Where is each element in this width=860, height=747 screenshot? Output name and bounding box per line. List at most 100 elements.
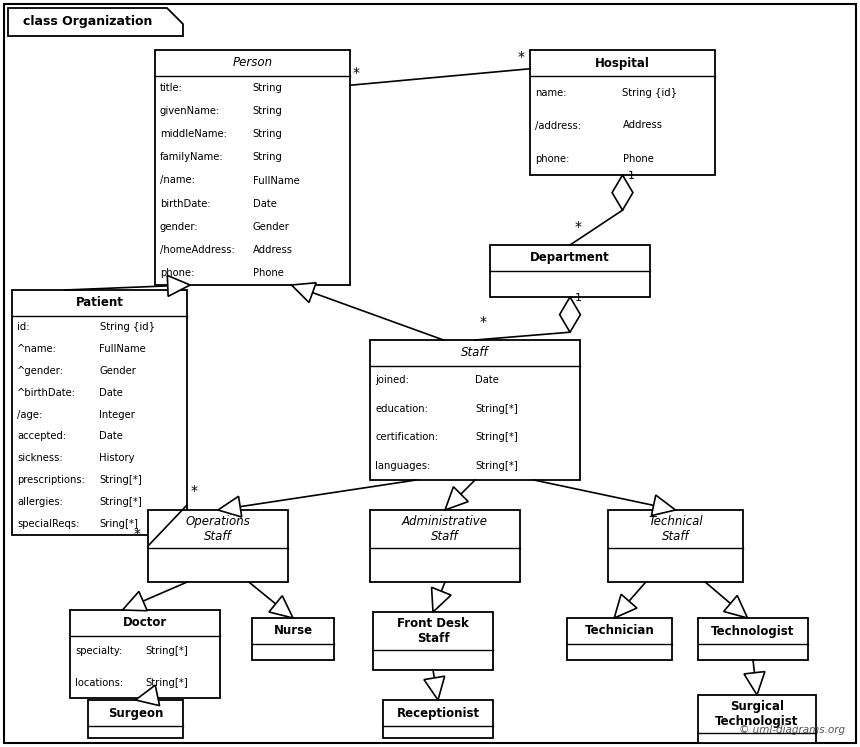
Text: languages:: languages: [375,461,430,471]
Text: /address:: /address: [535,120,581,131]
Text: History: History [100,453,135,463]
Text: Address: Address [623,120,662,131]
Text: education:: education: [375,403,428,414]
Text: 1: 1 [575,293,582,303]
Polygon shape [269,595,293,618]
FancyBboxPatch shape [12,290,187,535]
Polygon shape [445,487,468,510]
FancyBboxPatch shape [698,695,816,743]
Polygon shape [560,297,580,332]
Text: *: * [518,50,525,63]
FancyBboxPatch shape [148,510,288,582]
FancyBboxPatch shape [383,700,493,738]
Text: String: String [253,106,282,116]
Text: String[*]: String[*] [100,475,142,486]
Text: allergies:: allergies: [17,498,63,507]
Text: prescriptions:: prescriptions: [17,475,85,486]
Text: birthDate:: birthDate: [160,199,211,208]
Text: phone:: phone: [535,153,569,164]
Text: *: * [575,220,582,234]
Text: String[*]: String[*] [475,403,518,414]
Text: Doctor: Doctor [123,616,167,630]
Text: String[*]: String[*] [100,498,142,507]
Text: title:: title: [160,83,183,93]
Text: Date: Date [253,199,276,208]
Text: Department: Department [530,252,610,264]
Text: *: * [134,527,141,541]
Text: FullName: FullName [100,344,146,354]
Text: Sring[*]: Sring[*] [100,519,138,529]
Text: FullName: FullName [253,176,299,185]
Polygon shape [744,672,765,695]
Text: Gender: Gender [253,222,289,232]
Text: Nurse: Nurse [273,624,312,637]
Polygon shape [612,175,633,210]
Polygon shape [614,594,637,618]
Text: String[*]: String[*] [145,646,187,657]
Text: id:: id: [17,322,29,332]
Text: Technician: Technician [585,624,654,637]
Text: certification:: certification: [375,433,438,442]
Text: familyName:: familyName: [160,152,224,162]
Text: Phone: Phone [253,268,284,279]
Text: phone:: phone: [160,268,194,279]
Text: specialty:: specialty: [75,646,122,657]
Text: /homeAddress:: /homeAddress: [160,245,235,255]
Text: *: * [191,484,198,498]
Text: locations:: locations: [75,678,123,687]
Text: String[*]: String[*] [145,678,187,687]
Polygon shape [122,592,147,611]
FancyBboxPatch shape [370,340,580,480]
FancyBboxPatch shape [608,510,743,582]
Polygon shape [292,283,316,303]
FancyBboxPatch shape [155,50,350,285]
Text: specialReqs:: specialReqs: [17,519,79,529]
Text: String: String [253,129,282,139]
Text: Administrative
Staff: Administrative Staff [402,515,488,543]
Text: String {id}: String {id} [100,322,155,332]
Text: Gender: Gender [100,366,137,376]
Text: © uml-diagrams.org: © uml-diagrams.org [739,725,845,735]
FancyBboxPatch shape [373,612,493,670]
Polygon shape [651,495,675,515]
Text: String {id}: String {id} [623,87,678,98]
Polygon shape [432,587,451,612]
Text: joined:: joined: [375,375,408,385]
Text: Date: Date [100,432,123,441]
Text: accepted:: accepted: [17,432,66,441]
Text: Technical
Staff: Technical Staff [648,515,703,543]
Text: ^birthDate:: ^birthDate: [17,388,76,397]
Text: String: String [253,83,282,93]
Text: class Organization: class Organization [23,16,152,28]
Text: 1: 1 [628,171,635,181]
Text: Receptionist: Receptionist [396,707,480,719]
Text: Person: Person [232,57,273,69]
Text: Hospital: Hospital [595,57,650,69]
Text: gender:: gender: [160,222,199,232]
FancyBboxPatch shape [370,510,520,582]
Text: Integer: Integer [100,409,135,420]
Text: Date: Date [100,388,123,397]
FancyBboxPatch shape [567,618,672,660]
Polygon shape [168,276,190,297]
Text: Front Desk
Staff: Front Desk Staff [397,617,469,645]
FancyBboxPatch shape [530,50,715,175]
Text: givenName:: givenName: [160,106,220,116]
Text: Patient: Patient [76,297,124,309]
Text: name:: name: [535,87,567,98]
Text: /age:: /age: [17,409,42,420]
FancyBboxPatch shape [88,700,183,738]
Text: Technologist: Technologist [711,624,795,637]
Text: String[*]: String[*] [475,433,518,442]
Text: Staff: Staff [461,347,488,359]
Polygon shape [218,496,242,517]
Text: Surgical
Technologist: Surgical Technologist [716,700,799,728]
Text: Operations
Staff: Operations Staff [186,515,250,543]
Text: ^name:: ^name: [17,344,57,354]
FancyBboxPatch shape [490,245,650,297]
FancyBboxPatch shape [252,618,334,660]
Text: Phone: Phone [623,153,654,164]
Text: /name:: /name: [160,176,195,185]
Polygon shape [8,8,183,36]
Polygon shape [723,595,747,618]
